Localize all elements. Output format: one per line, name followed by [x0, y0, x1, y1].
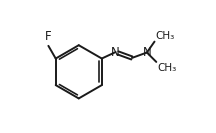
Text: CH₃: CH₃ — [157, 63, 176, 73]
Text: N: N — [143, 46, 151, 59]
Text: N: N — [111, 46, 120, 59]
Text: CH₃: CH₃ — [155, 31, 175, 41]
Text: F: F — [45, 30, 52, 43]
